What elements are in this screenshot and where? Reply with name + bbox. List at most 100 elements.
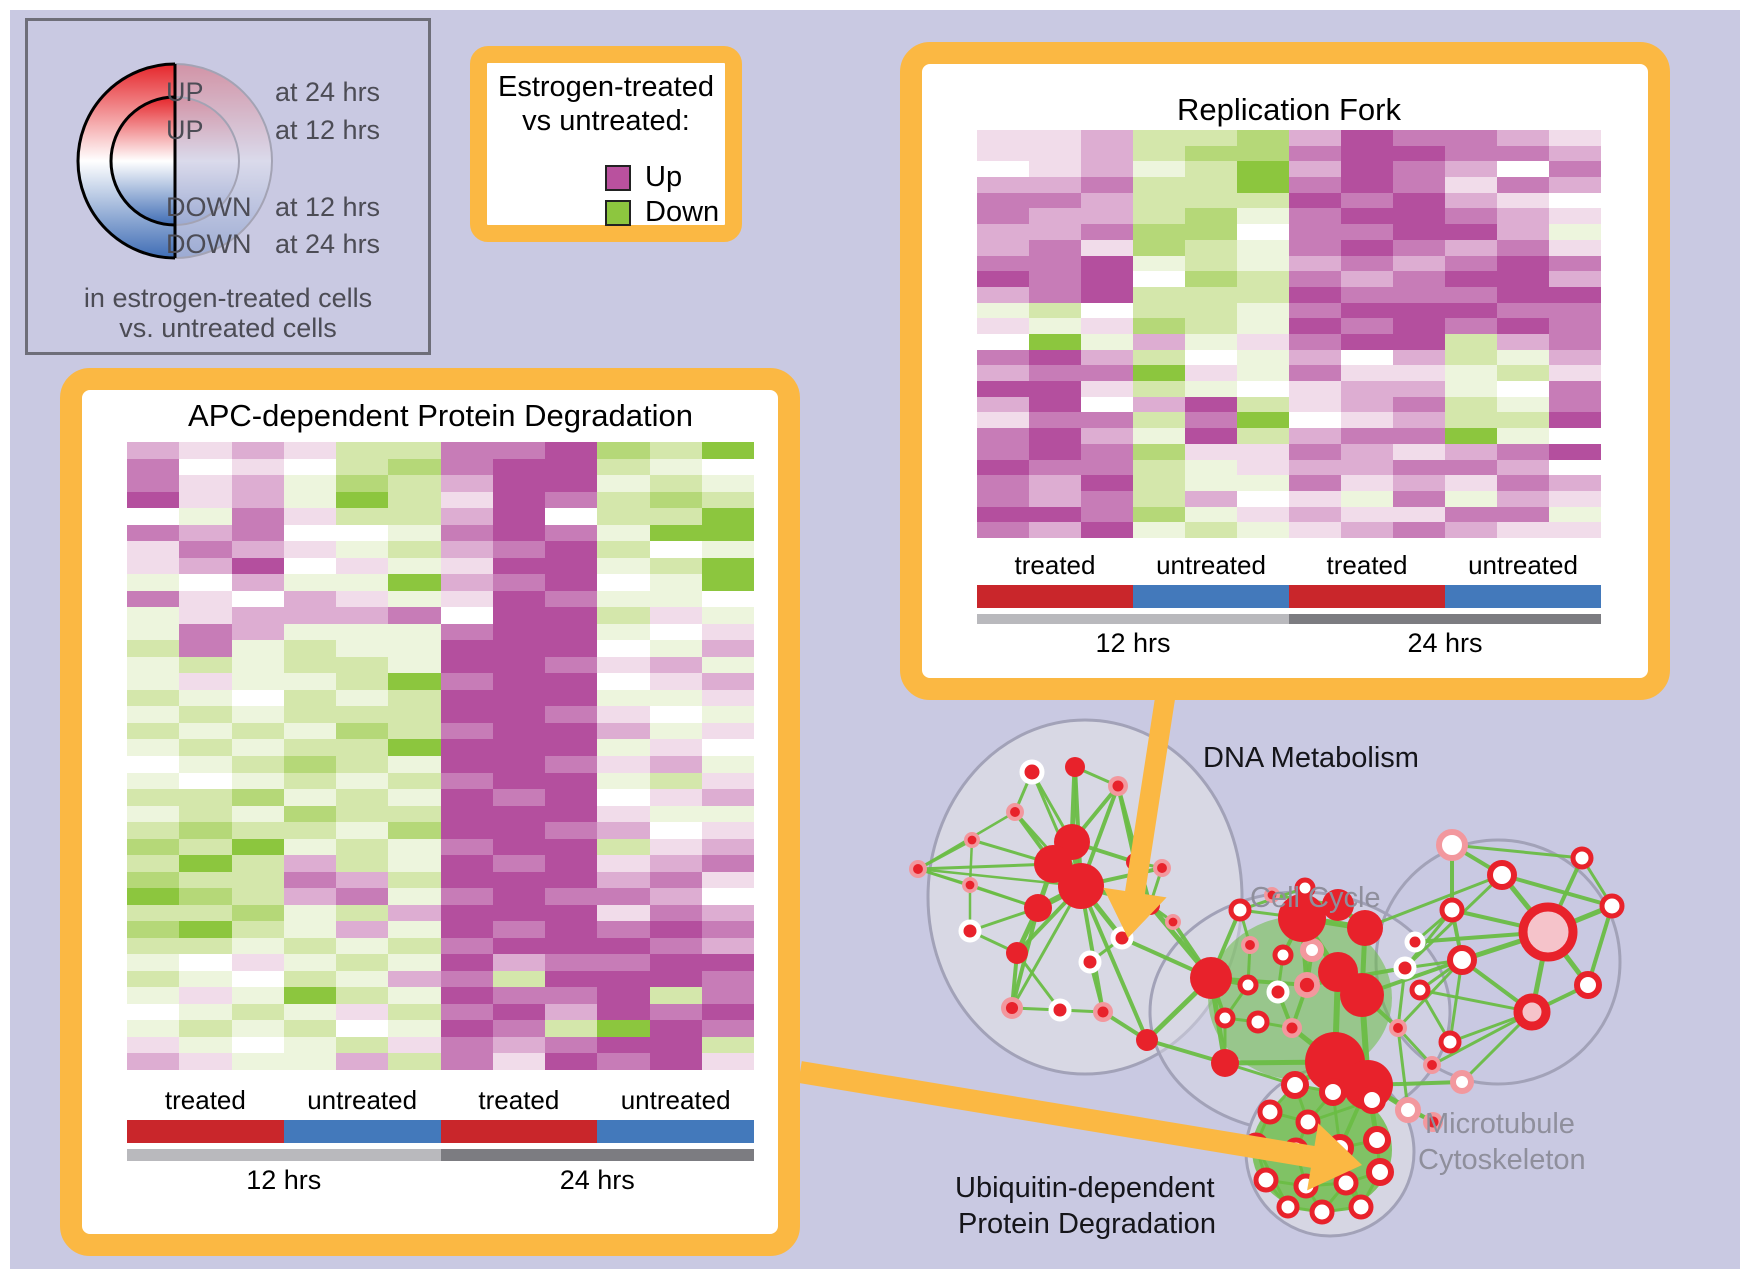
heatmap-cell <box>336 805 389 823</box>
heatmap-cell <box>179 656 232 674</box>
heatmap-cell <box>388 640 441 657</box>
heatmap-cell <box>283 574 336 591</box>
heatmap-cell <box>388 1020 441 1037</box>
heatmap-cell <box>1237 365 1289 382</box>
heatmap-cell <box>231 789 284 806</box>
heatmap-cell <box>545 458 598 476</box>
heatmap-cell <box>1133 490 1185 507</box>
heatmap-cell <box>388 524 441 542</box>
heatmap-cell <box>1289 381 1341 397</box>
gene-node-white-ring <box>1404 931 1426 953</box>
heatmap-cell <box>1393 459 1445 476</box>
heatmap-cell <box>545 838 598 856</box>
gene-node-pink-ring <box>1300 938 1324 962</box>
heatmap-cell <box>388 722 441 740</box>
heatmap-cell <box>440 623 493 641</box>
heatmap-cell <box>1133 130 1185 146</box>
heatmap-cell <box>649 722 702 740</box>
heatmap-cell <box>545 574 598 591</box>
legend-up-outer: UP <box>166 77 204 107</box>
heatmap-cell <box>336 921 389 938</box>
heatmap-cell <box>649 590 702 608</box>
heatmap-cell <box>127 442 180 459</box>
heatmap-cell <box>1029 302 1081 319</box>
heatmap-cell <box>597 442 650 459</box>
heatmap-cell <box>1237 396 1289 413</box>
heatmap-cell <box>1497 475 1549 491</box>
heatmap-cell <box>597 822 650 839</box>
heatmap-cell <box>1341 412 1393 429</box>
heatmap-cell <box>545 1053 598 1070</box>
heatmap-cell <box>1133 192 1185 209</box>
heatmap-cell <box>1497 192 1549 209</box>
heatmap-cell <box>283 937 336 955</box>
heatmap-cell <box>388 904 441 922</box>
heatmap-cell <box>1341 239 1393 256</box>
heatmap-cell <box>649 458 702 476</box>
heatmap-cell <box>127 838 180 856</box>
gene-node-white-ring <box>958 919 982 943</box>
gene-node-ring <box>1283 1137 1309 1163</box>
heatmap-cell <box>701 706 754 723</box>
condition-group-label: treated <box>478 1085 560 1115</box>
heatmap-cell <box>283 970 336 988</box>
gene-node-big-ring <box>1518 902 1578 962</box>
heatmap-cell <box>388 888 441 905</box>
heatmap-cell <box>440 557 493 575</box>
heatmap-cell <box>1081 286 1133 303</box>
heatmap-cell <box>1393 239 1445 256</box>
gene-node-halo-core <box>1427 1116 1439 1128</box>
heatmap-cell <box>1133 443 1185 460</box>
heatmap-cell <box>977 286 1029 303</box>
heatmap-cell <box>1237 522 1289 538</box>
replication-fork-panel: Replication Fork treated untreated treated… <box>900 42 1670 700</box>
heatmap-cell <box>388 789 441 806</box>
heatmap-cell <box>127 1003 180 1021</box>
heatmap-cell <box>1341 255 1393 272</box>
heatmap-cell <box>1393 412 1445 429</box>
gene-node-ring <box>1257 1099 1283 1125</box>
heatmap-cell <box>1289 208 1341 225</box>
heatmap-cell <box>1029 428 1081 444</box>
heatmap-cell <box>1549 522 1601 538</box>
heatmap-cell <box>336 524 389 542</box>
heatmap-cell <box>1341 365 1393 382</box>
heatmap-cell <box>440 1036 493 1054</box>
heatmap-cell <box>1497 428 1549 444</box>
heatmap-cell <box>440 805 493 823</box>
heatmap-cell <box>1549 365 1601 382</box>
heatmap-cell <box>492 607 545 624</box>
heatmap-cell <box>545 722 598 740</box>
heatmap-cell <box>649 623 702 641</box>
heatmap-cell <box>1081 349 1133 366</box>
time-group-label: 12 hrs <box>246 1165 322 1195</box>
heatmap-cell <box>1185 412 1237 429</box>
heatmap-cell <box>492 921 545 938</box>
heatmap-cell <box>1341 396 1393 413</box>
heatmap-cell <box>1237 224 1289 240</box>
heatmap-cell <box>1029 161 1081 178</box>
heatmap-cell <box>336 987 389 1004</box>
heatmap-cell <box>649 805 702 823</box>
heatmap-cell <box>1393 349 1445 366</box>
heatmap-cell <box>1497 286 1549 303</box>
legend-up-inner-time: at 12 hrs <box>275 115 381 145</box>
heatmap-cell <box>1237 271 1289 287</box>
heatmap-cell <box>179 1003 232 1021</box>
heatmap-cell <box>1341 130 1393 146</box>
heatmap-cell <box>283 475 336 492</box>
heatmap-cell <box>1237 192 1289 209</box>
heatmap-cell <box>283 524 336 542</box>
heatmap-cell <box>1029 333 1081 350</box>
heatmap-cell <box>388 508 441 525</box>
heatmap-cell <box>179 640 232 657</box>
heatmap-cell <box>1029 208 1081 225</box>
network-edge <box>917 867 1082 888</box>
time-group-bar <box>440 1149 754 1161</box>
heatmap-cell <box>179 755 232 773</box>
heatmap-cell <box>231 656 284 674</box>
heatmap-cell <box>388 656 441 674</box>
heatmap-cell <box>1497 161 1549 178</box>
heatmap-cell <box>231 838 284 856</box>
heatmap-cell <box>283 1020 336 1037</box>
